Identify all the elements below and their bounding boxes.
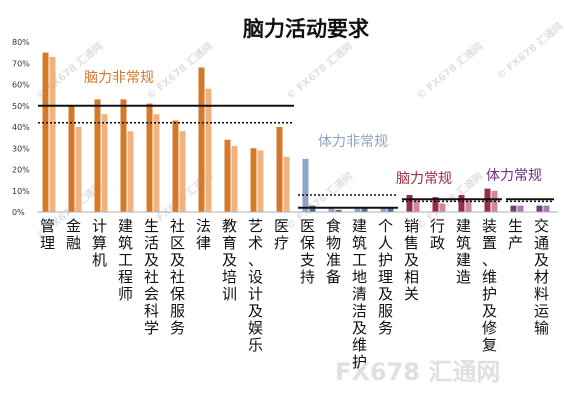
y-tick-label: 50%: [12, 102, 30, 111]
x-tick-label: 交通及材料运输: [534, 217, 549, 337]
bar: [283, 156, 290, 212]
bar: [224, 139, 231, 212]
bar: [309, 205, 316, 212]
bar: [205, 88, 212, 212]
bar: [198, 67, 205, 212]
bar: [517, 205, 524, 212]
y-tick-label: 20%: [12, 166, 30, 175]
x-tick-label: 装置、维护及修复: [482, 217, 497, 354]
y-tick-label: 40%: [12, 123, 30, 132]
bar: [120, 99, 127, 212]
x-axis-labels: 管理金融计算机建筑工程师生活及社会科学社区及社保服务法律教育及培训艺术、设计及娱…: [40, 217, 549, 371]
bar: [413, 199, 420, 212]
group-label: 体力非常规: [318, 134, 388, 150]
bar: [127, 131, 134, 212]
bar: [302, 158, 309, 212]
x-tick-label: 教育及培训: [222, 217, 237, 303]
bar: [257, 150, 264, 212]
bar: [510, 205, 517, 212]
y-tick-label: 80%: [12, 38, 30, 47]
y-tick-label: 0%: [12, 208, 25, 217]
y-tick-label: 70%: [12, 59, 30, 68]
y-tick-label: 30%: [12, 144, 30, 153]
x-tick-label: 生活及社会科学: [144, 217, 159, 337]
bar: [153, 114, 160, 212]
x-tick-label: 医疗: [274, 217, 289, 252]
group-label: 脑力非常规: [84, 70, 154, 86]
bar: [328, 207, 335, 212]
x-tick-label: 行政: [430, 217, 445, 252]
bar: [231, 146, 238, 212]
watermark: © FX678 汇通网: [414, 39, 485, 102]
watermark: © FX678 汇通网: [284, 39, 355, 102]
y-tick-label: 60%: [12, 81, 30, 90]
x-tick-label: 建筑工程师: [118, 217, 133, 303]
bar: [179, 131, 186, 212]
x-tick-label: 建筑建造: [456, 217, 471, 286]
bar: [94, 99, 101, 212]
x-tick-label: 法律: [196, 217, 211, 252]
bar: [335, 209, 342, 212]
bar: [361, 207, 368, 212]
bar: [465, 199, 472, 212]
bar: [276, 127, 283, 212]
bar: [250, 148, 257, 212]
x-tick-label: 医保支持: [300, 217, 315, 286]
x-tick-label: 管理: [40, 217, 55, 252]
x-tick-label: 销售及相关: [404, 217, 419, 303]
bar: [536, 205, 543, 212]
y-axis: 0% 10% 20% 30% 40% 50% 60% 70% 80%: [12, 38, 30, 217]
bar: [172, 120, 179, 212]
bar: [387, 207, 394, 212]
chart-title: 脑力活动要求: [243, 17, 369, 41]
bar: [68, 105, 75, 212]
x-tick-label: 社区及社保服务: [170, 217, 185, 337]
watermark: © FX678 汇通网: [494, 19, 564, 82]
watermark: FX678 汇通网: [335, 358, 500, 386]
bar: [406, 195, 413, 212]
group-label: 体力常规: [486, 168, 542, 184]
bar: [354, 207, 361, 212]
x-tick-label: 艺术、设计及娱乐: [248, 217, 263, 354]
bar-layer: [42, 52, 550, 212]
bar: [146, 103, 153, 212]
x-tick-label: 建筑工地清洁及维护: [352, 217, 367, 371]
bar: [101, 114, 108, 212]
x-tick-label: 金融: [66, 217, 81, 252]
bar: [439, 203, 446, 212]
x-tick-label: 个人护理及服务: [378, 217, 393, 337]
x-tick-label: 生产: [508, 217, 523, 252]
bar: [543, 205, 550, 212]
bar: [75, 127, 82, 212]
bar: [49, 56, 56, 212]
bar: [432, 197, 439, 212]
bar: [484, 188, 491, 212]
bar: [42, 52, 49, 212]
reference-lines: [38, 104, 554, 209]
watermark: © FX678 汇通网: [284, 169, 355, 232]
group-label: 脑力常规: [396, 171, 452, 187]
x-tick-label: 食物准备: [326, 217, 341, 286]
bar: [458, 195, 465, 212]
bar: [380, 207, 387, 212]
x-tick-label: 计算机: [92, 217, 107, 269]
y-tick-label: 10%: [12, 187, 30, 196]
